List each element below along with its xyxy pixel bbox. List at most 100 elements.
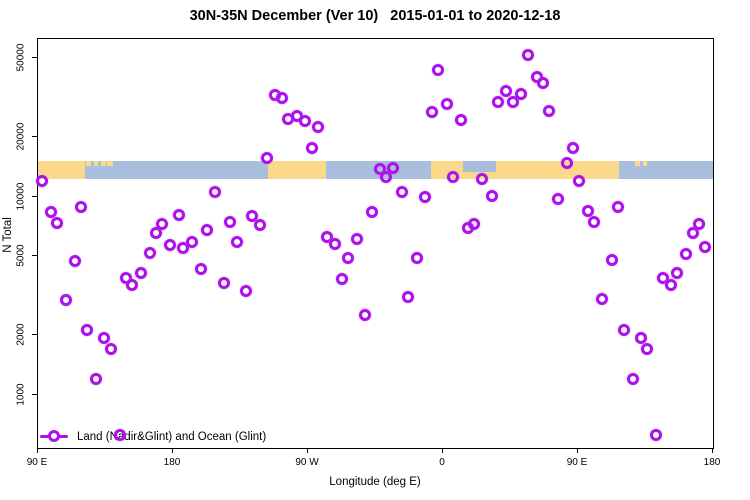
data-point [387,161,399,174]
y-tick-label: 10000 [15,182,27,210]
x-tick [711,448,713,453]
x-tick [576,448,578,453]
data-point [499,84,512,97]
data-point [246,209,258,222]
data-point [379,170,392,183]
y-tick-label: 1000 [15,383,27,406]
data-point [649,428,662,441]
map-band-island [635,160,640,166]
data-point [561,157,573,170]
data-point [135,266,147,279]
data-point [468,217,480,230]
y-tick [32,334,37,336]
data-point [51,216,63,229]
x-tick [171,448,173,453]
map-band-ocean-inlet [462,160,496,172]
data-point [90,373,102,386]
data-point [81,323,93,336]
data-point [358,309,371,322]
data-point [664,278,677,291]
data-point [618,324,630,337]
x-tick [36,448,38,453]
x-tick-label: 180 [703,457,721,468]
data-point [582,204,594,217]
x-axis-label: Longitude (deg E) [329,476,421,488]
data-point [351,232,363,245]
map-band-island [93,160,98,166]
data-point [402,290,414,303]
data-point [411,251,423,264]
data-point [217,276,230,289]
data-point [612,200,624,213]
data-point [432,63,444,76]
data-point [366,205,378,218]
x-tick [441,448,443,453]
data-point [223,215,236,228]
data-point [312,121,324,134]
map-band-land [38,160,85,180]
data-point [186,235,198,248]
data-point [126,278,138,291]
x-tick-label: 90 W [295,457,319,468]
y-tick [32,255,37,257]
data-point [588,215,600,228]
data-point [486,189,498,202]
data-point [177,241,189,254]
data-point [240,284,252,297]
data-point [195,262,207,275]
y-tick-label: 2000 [15,323,27,346]
data-point [627,373,639,386]
data-point [552,192,564,205]
data-point [573,174,585,187]
data-point [687,226,699,239]
data-point [441,98,453,111]
data-point [163,238,176,251]
data-point [640,343,653,356]
data-point [567,142,579,155]
data-point [447,170,459,183]
data-point [396,186,408,199]
data-point [261,151,273,164]
data-point [657,271,669,284]
map-band-island [101,160,106,166]
x-tick-label: 180 [163,457,181,468]
data-point [69,254,81,267]
data-point [150,226,162,239]
data-point [606,253,618,266]
data-point [298,115,311,128]
data-point [492,95,504,108]
data-point [201,223,213,236]
map-band-island [86,160,91,166]
y-tick-label: 50000 [15,43,27,72]
legend-circle-icon [47,430,60,442]
data-point [454,113,467,126]
data-point [231,235,243,248]
x-tick [306,448,308,453]
data-point [172,208,185,221]
map-band-island [642,160,647,166]
data-point [699,240,711,253]
map-band-land [431,160,619,180]
data-point [522,48,534,61]
data-point [537,77,549,90]
data-point [670,266,683,279]
y-tick-label: 5000 [15,244,27,267]
data-point [418,190,431,203]
y-tick [32,56,37,58]
data-point [144,246,156,259]
data-point [97,331,110,344]
data-point [342,251,354,264]
data-point [306,142,318,155]
data-point [634,332,647,345]
data-point [105,343,117,356]
plot-area [36,38,714,449]
data-point [679,247,692,260]
y-tick [32,394,37,396]
x-tick-label: 90 E [566,457,588,468]
data-point [543,104,555,117]
data-point [328,237,341,250]
data-point [60,293,72,306]
data-point [426,105,438,118]
data-point [507,95,519,108]
